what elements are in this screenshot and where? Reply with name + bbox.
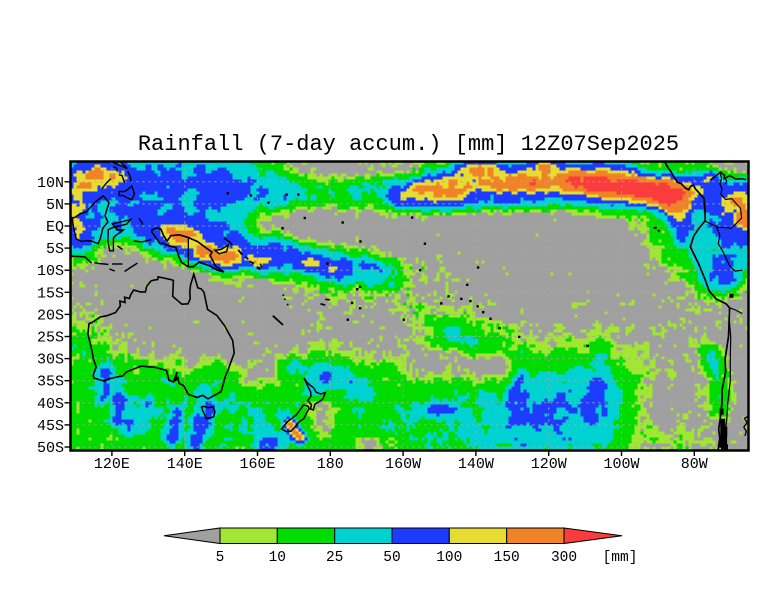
svg-text:5S: 5S <box>46 241 64 258</box>
svg-text:120W: 120W <box>531 456 567 473</box>
svg-text:5: 5 <box>216 550 225 566</box>
svg-text:15S: 15S <box>37 285 64 302</box>
svg-text:180: 180 <box>317 456 344 473</box>
svg-text:300: 300 <box>551 550 577 566</box>
svg-text:35S: 35S <box>37 374 64 391</box>
svg-text:25S: 25S <box>37 330 64 347</box>
svg-text:150: 150 <box>494 550 520 566</box>
svg-text:10: 10 <box>269 550 286 566</box>
svg-text:45S: 45S <box>37 418 64 435</box>
svg-text:140W: 140W <box>458 456 494 473</box>
svg-text:100W: 100W <box>603 456 639 473</box>
svg-text:EQ: EQ <box>46 219 64 236</box>
svg-text:10S: 10S <box>37 263 64 280</box>
svg-text:100: 100 <box>436 550 462 566</box>
svg-text:120E: 120E <box>94 456 130 473</box>
svg-text:160E: 160E <box>239 456 275 473</box>
svg-text:80W: 80W <box>681 456 708 473</box>
svg-text:50S: 50S <box>37 440 64 457</box>
svg-text:5N: 5N <box>46 197 64 214</box>
svg-text:25: 25 <box>326 550 343 566</box>
svg-text:160W: 160W <box>385 456 421 473</box>
svg-text:30S: 30S <box>37 352 64 369</box>
svg-text:50: 50 <box>383 550 400 566</box>
svg-text:40S: 40S <box>37 396 64 413</box>
svg-text:[mm]: [mm] <box>603 550 638 566</box>
svg-text:20S: 20S <box>37 307 64 324</box>
svg-text:Rainfall (7-day accum.) [mm] 1: Rainfall (7-day accum.) [mm] 12Z07Sep202… <box>138 132 679 157</box>
svg-text:140E: 140E <box>167 456 203 473</box>
svg-text:10N: 10N <box>37 175 64 192</box>
